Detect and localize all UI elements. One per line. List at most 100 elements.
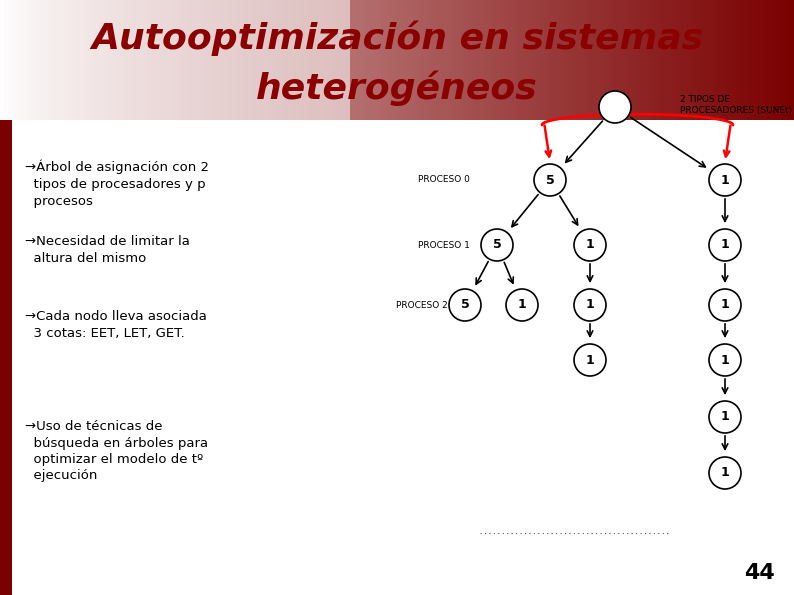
Circle shape <box>574 289 606 321</box>
Text: PROCESO 2: PROCESO 2 <box>396 300 448 309</box>
Circle shape <box>709 164 741 196</box>
Bar <box>99 0 104 120</box>
Bar <box>310 0 314 120</box>
Text: →Uso de técnicas de
  búsqueda en árboles para
  optimizar el modelo de tº
  eje: →Uso de técnicas de búsqueda en árboles … <box>25 420 208 483</box>
Text: 1: 1 <box>721 353 730 367</box>
Text: 5: 5 <box>461 299 469 312</box>
Bar <box>151 0 156 120</box>
Text: 1: 1 <box>586 353 595 367</box>
Bar <box>12 0 17 120</box>
Bar <box>675 0 680 120</box>
Bar <box>139 0 144 120</box>
Bar <box>504 0 509 120</box>
Bar <box>631 0 636 120</box>
Bar <box>619 0 624 120</box>
Text: →Cada nodo lleva asociada
  3 cotas: EET, LET, GET.: →Cada nodo lleva asociada 3 cotas: EET, … <box>25 310 207 340</box>
Bar <box>453 0 457 120</box>
Bar <box>179 0 183 120</box>
Bar <box>222 0 227 120</box>
Bar <box>758 0 763 120</box>
Bar <box>639 0 644 120</box>
Bar <box>496 0 501 120</box>
Bar <box>651 0 656 120</box>
Bar <box>353 0 358 120</box>
Bar <box>341 0 346 120</box>
Bar <box>397 0 402 120</box>
Bar <box>596 0 600 120</box>
Bar <box>441 0 445 120</box>
Bar <box>119 0 124 120</box>
Bar <box>611 0 616 120</box>
Bar <box>667 0 672 120</box>
Text: →Árbol de asignación con 2
  tipos de procesadores y p
  procesos: →Árbol de asignación con 2 tipos de proc… <box>25 160 209 208</box>
Bar <box>0 120 12 595</box>
Bar <box>127 0 132 120</box>
Bar <box>695 0 700 120</box>
Bar <box>461 0 465 120</box>
Bar <box>333 0 338 120</box>
Bar <box>560 0 565 120</box>
Circle shape <box>506 289 538 321</box>
Bar <box>417 0 422 120</box>
Bar <box>742 0 747 120</box>
Bar <box>385 0 390 120</box>
Bar <box>492 0 497 120</box>
Bar <box>687 0 692 120</box>
Bar <box>715 0 719 120</box>
Bar <box>270 0 275 120</box>
Bar <box>0 0 350 120</box>
Bar <box>306 0 310 120</box>
Bar <box>476 0 481 120</box>
Bar <box>75 0 80 120</box>
Bar <box>464 0 469 120</box>
Bar <box>623 0 628 120</box>
Circle shape <box>709 457 741 489</box>
Circle shape <box>481 229 513 261</box>
Bar <box>564 0 569 120</box>
Bar <box>369 0 374 120</box>
Text: Autooptimización en sistemas: Autooptimización en sistemas <box>91 20 703 56</box>
Bar <box>111 0 116 120</box>
Bar <box>421 0 426 120</box>
Text: 1: 1 <box>721 174 730 186</box>
Bar <box>262 0 267 120</box>
Bar <box>627 0 632 120</box>
Bar <box>691 0 696 120</box>
Text: 1: 1 <box>586 299 595 312</box>
Bar <box>433 0 437 120</box>
Bar <box>183 0 187 120</box>
Bar <box>607 0 612 120</box>
Bar <box>449 0 453 120</box>
Bar <box>734 0 739 120</box>
Text: 5: 5 <box>545 174 554 186</box>
Bar <box>774 0 779 120</box>
Bar <box>0 0 5 120</box>
Text: 5: 5 <box>492 239 501 252</box>
Bar <box>576 0 580 120</box>
Bar <box>778 0 783 120</box>
Bar <box>480 0 485 120</box>
Bar <box>532 0 537 120</box>
Bar <box>294 0 299 120</box>
Bar <box>175 0 179 120</box>
Bar <box>707 0 711 120</box>
Bar <box>210 0 215 120</box>
Bar <box>87 0 92 120</box>
Bar <box>290 0 295 120</box>
Text: 2 TIPOS DE
PROCESADORES (SUNEt): 2 TIPOS DE PROCESADORES (SUNEt) <box>680 95 792 115</box>
Bar <box>56 0 60 120</box>
Bar <box>746 0 751 120</box>
Bar <box>381 0 386 120</box>
Bar <box>147 0 152 120</box>
Bar <box>365 0 370 120</box>
Bar <box>659 0 664 120</box>
Bar <box>730 0 735 120</box>
Bar <box>274 0 279 120</box>
Bar <box>528 0 533 120</box>
Bar <box>135 0 140 120</box>
Bar <box>91 0 96 120</box>
Bar <box>520 0 525 120</box>
Bar <box>286 0 291 120</box>
Bar <box>32 0 37 120</box>
Bar <box>782 0 787 120</box>
